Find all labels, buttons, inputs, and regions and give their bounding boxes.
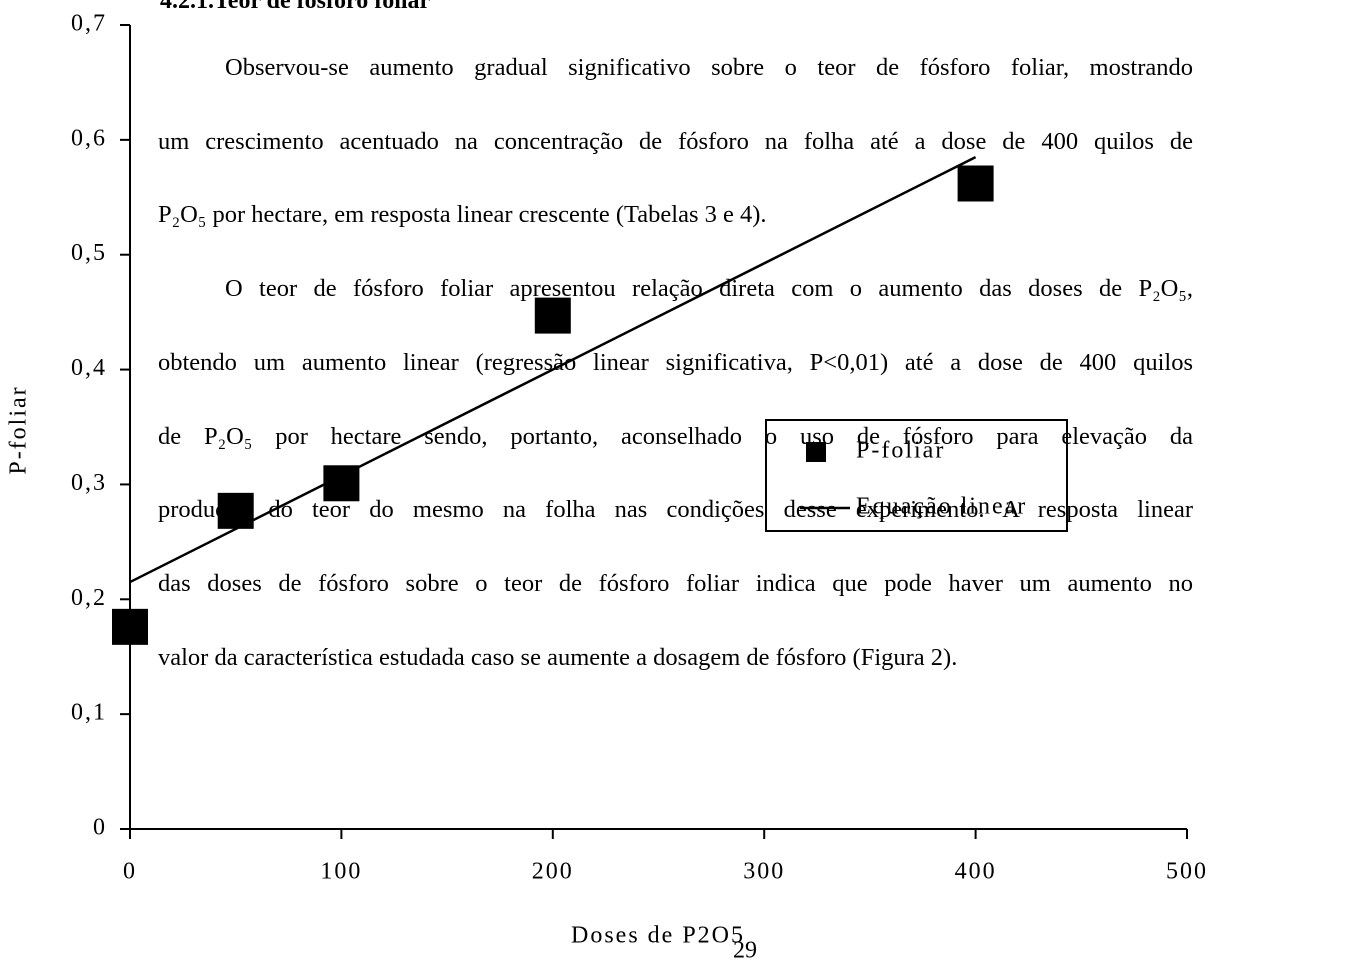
y-tick-label: 0,5 (71, 240, 107, 266)
regression-line (129, 155, 977, 584)
data-point (534, 297, 571, 334)
text-line: Observou-se aumento gradual significativ… (225, 54, 1193, 81)
y-tick-label: 0 (93, 815, 107, 841)
y-tick-label: 0,3 (71, 470, 107, 496)
y-tick-label: 0,4 (71, 355, 107, 381)
legend-box (765, 419, 1068, 532)
x-tick-label: 300 (743, 859, 785, 885)
legend-label: Equação linear (856, 494, 1027, 520)
text-line: produção do teor do mesmo na folha nas c… (158, 496, 1193, 524)
section-heading: 4.2.1.Teor de fósforo foliar (160, 0, 431, 14)
x-tick-label: 400 (955, 859, 997, 885)
x-tick-label: 100 (320, 859, 362, 885)
data-point (957, 165, 994, 202)
text-line: valor da característica estudada caso se… (158, 643, 958, 671)
text-line: de P₂O₅ por hectare sendo, portanto, aco… (158, 422, 1193, 450)
x-axis-label: Doses de P2O5 (571, 923, 745, 949)
data-point (323, 465, 360, 502)
y-tick-label: 0,2 (71, 585, 107, 611)
text-line: P₂O₅ por hectare, em resposta linear cre… (158, 201, 767, 229)
text-line: obtendo um aumento linear (regressão lin… (158, 348, 1193, 376)
text-line: um crescimento acentuado na concentração… (158, 127, 1193, 155)
y-tick-label: 0,7 (71, 11, 107, 37)
x-tick-label: 500 (1166, 859, 1208, 885)
page-number: 29 (733, 938, 757, 963)
x-tick-label: 200 (532, 859, 574, 885)
legend-marker (806, 442, 826, 462)
x-tick-label: 0 (123, 859, 137, 885)
text-line: das doses de fósforo sobre o teor de fós… (158, 569, 1193, 597)
text-line: O teor de fósforo foliar apresentou rela… (225, 275, 1193, 303)
y-axis-label: P-foliar (6, 385, 32, 474)
data-point (112, 608, 148, 645)
legend-label: P-foliar (856, 438, 945, 464)
y-tick-label: 0,6 (71, 125, 107, 151)
y-tick-label: 0,1 (71, 700, 107, 726)
